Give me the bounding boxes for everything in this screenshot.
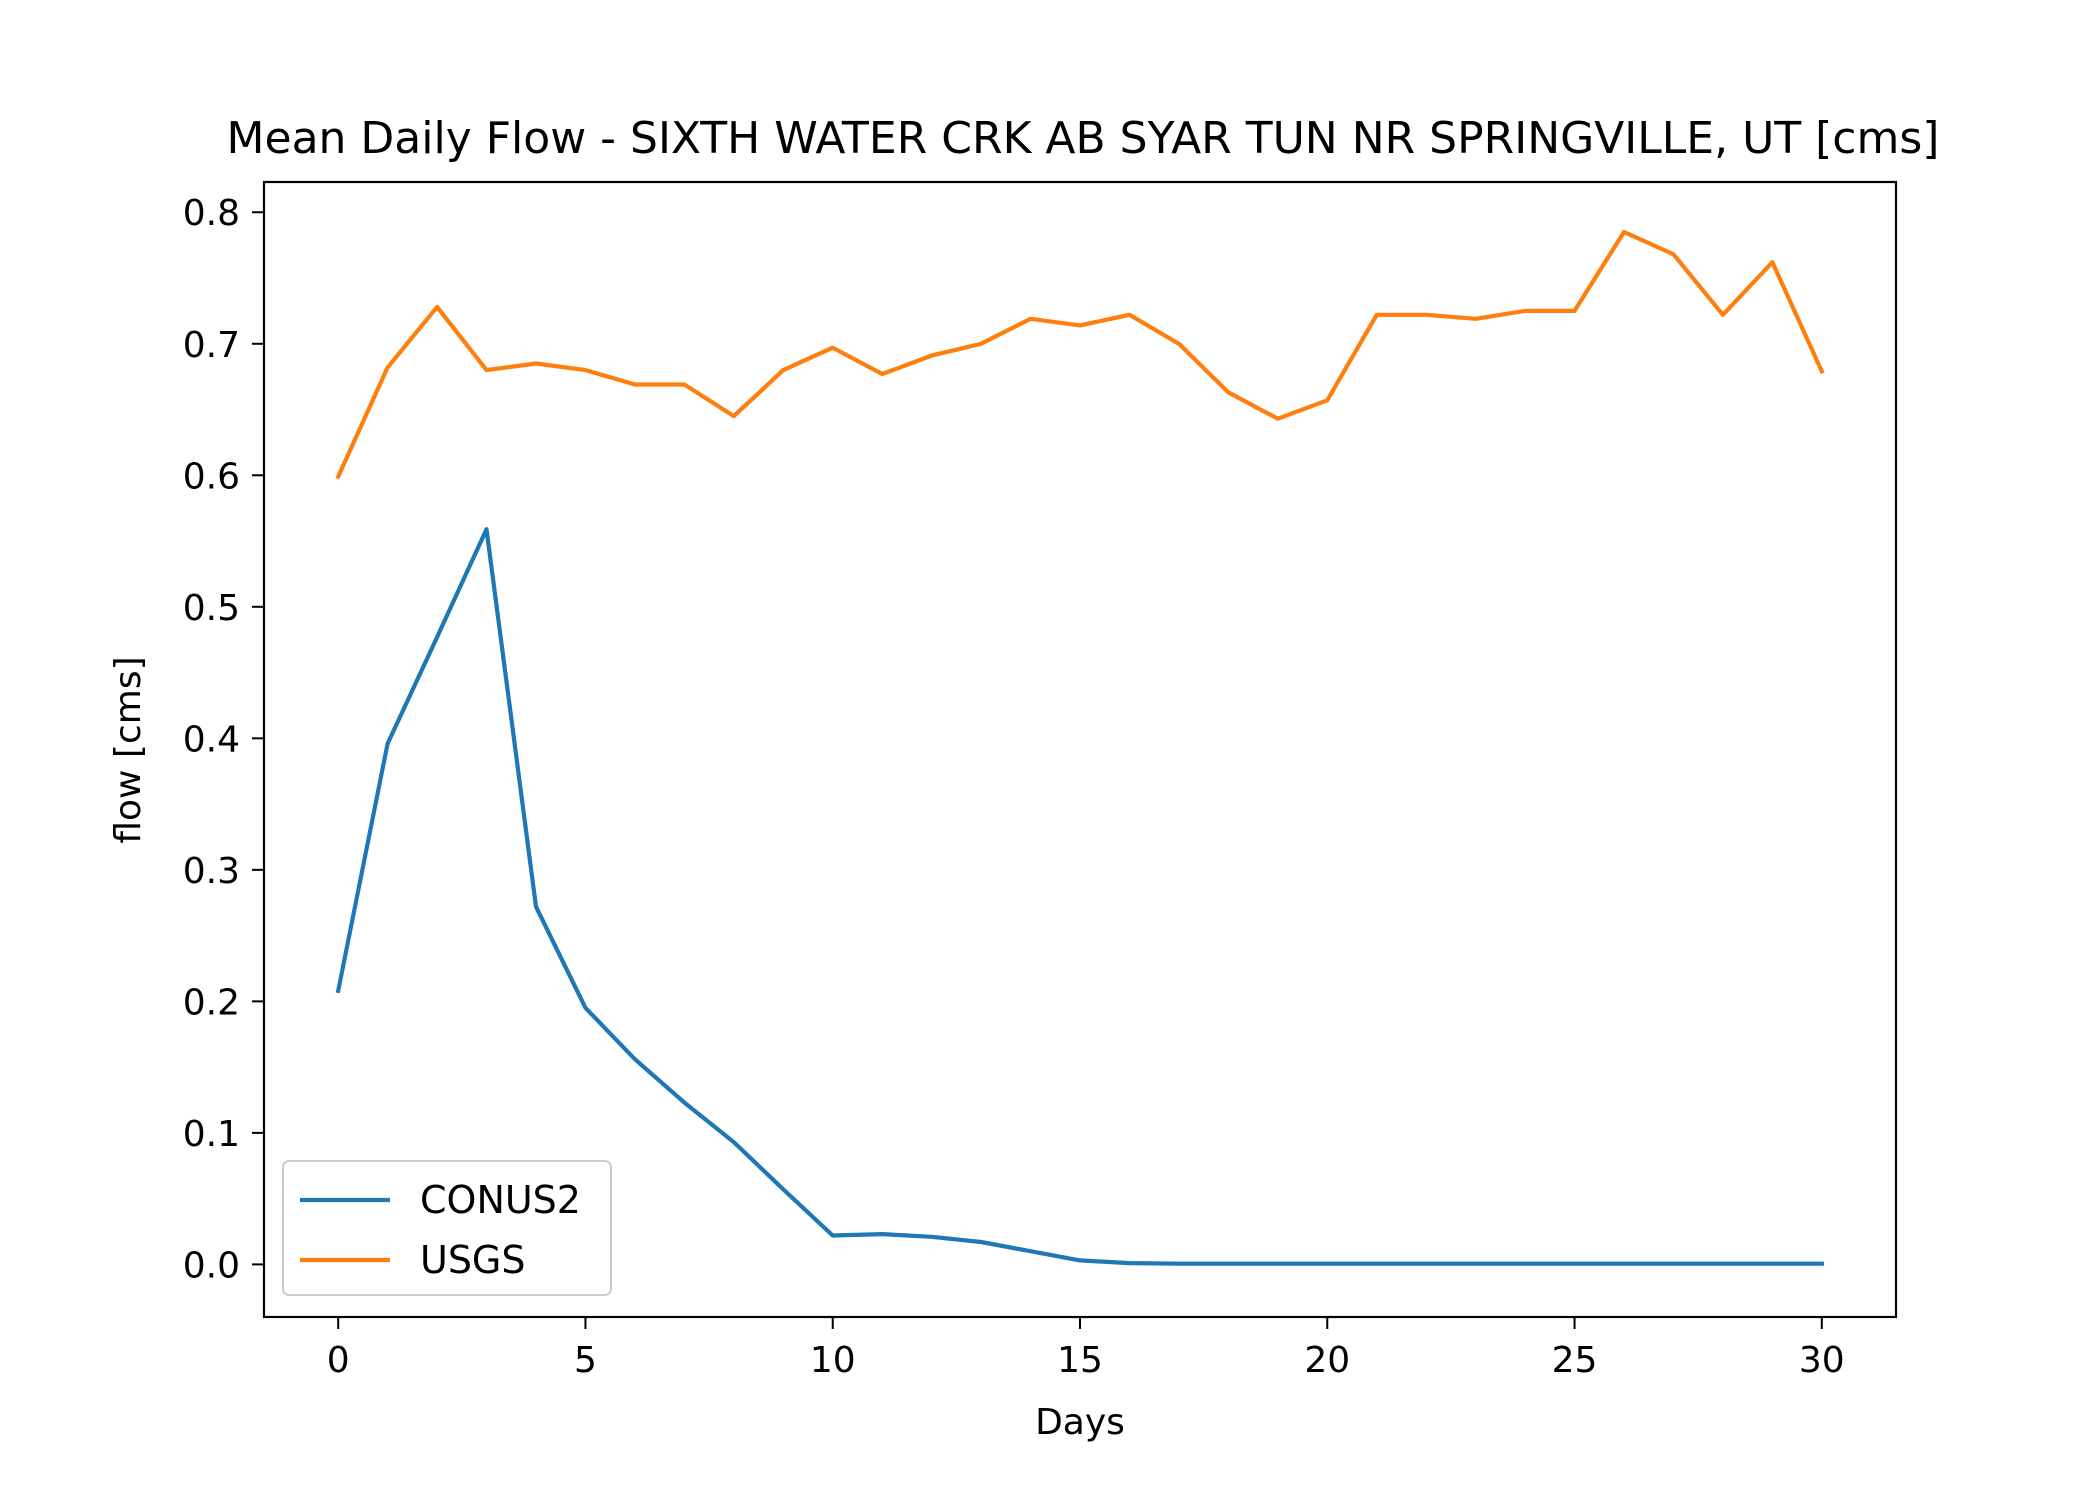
y-tick-label: 0.0 (183, 1245, 240, 1286)
legend-label-usgs: USGS (420, 1238, 526, 1282)
x-tick-label: 15 (1057, 1340, 1103, 1381)
y-tick-label: 0.6 (183, 456, 240, 497)
y-axis-label: flow [cms] (108, 656, 149, 843)
y-axis: 0.0 0.1 0.2 0.3 0.4 0.5 0.6 0.7 0.8 (183, 193, 264, 1286)
x-tick-label: 25 (1552, 1340, 1598, 1381)
series-line-conus2 (335, 527, 1824, 1266)
y-tick-label: 0.8 (183, 193, 240, 234)
y-tick-label: 0.1 (183, 1114, 240, 1155)
series-layer (335, 229, 1825, 1266)
x-tick-label: 5 (574, 1340, 597, 1381)
x-tick-label: 30 (1799, 1340, 1845, 1381)
y-tick-label: 0.5 (183, 588, 240, 629)
y-tick-label: 0.2 (183, 982, 240, 1023)
legend: CONUS2 USGS (282, 1160, 612, 1296)
x-tick-label: 0 (327, 1340, 350, 1381)
chart-title: Mean Daily Flow - SIXTH WATER CRK AB SYA… (227, 113, 1940, 164)
x-axis-label: Days (1035, 1402, 1125, 1443)
y-tick-label: 0.7 (183, 325, 240, 366)
plot-frame (262, 180, 1898, 1319)
legend-label-conus2: CONUS2 (420, 1178, 581, 1222)
x-tick-label: 10 (810, 1340, 856, 1381)
x-tick-label: 20 (1304, 1340, 1350, 1381)
series-line-usgs (335, 229, 1825, 480)
x-axis: 0 5 10 15 20 25 30 (327, 1317, 1845, 1381)
y-tick-label: 0.3 (183, 851, 240, 892)
y-tick-label: 0.4 (183, 719, 240, 760)
